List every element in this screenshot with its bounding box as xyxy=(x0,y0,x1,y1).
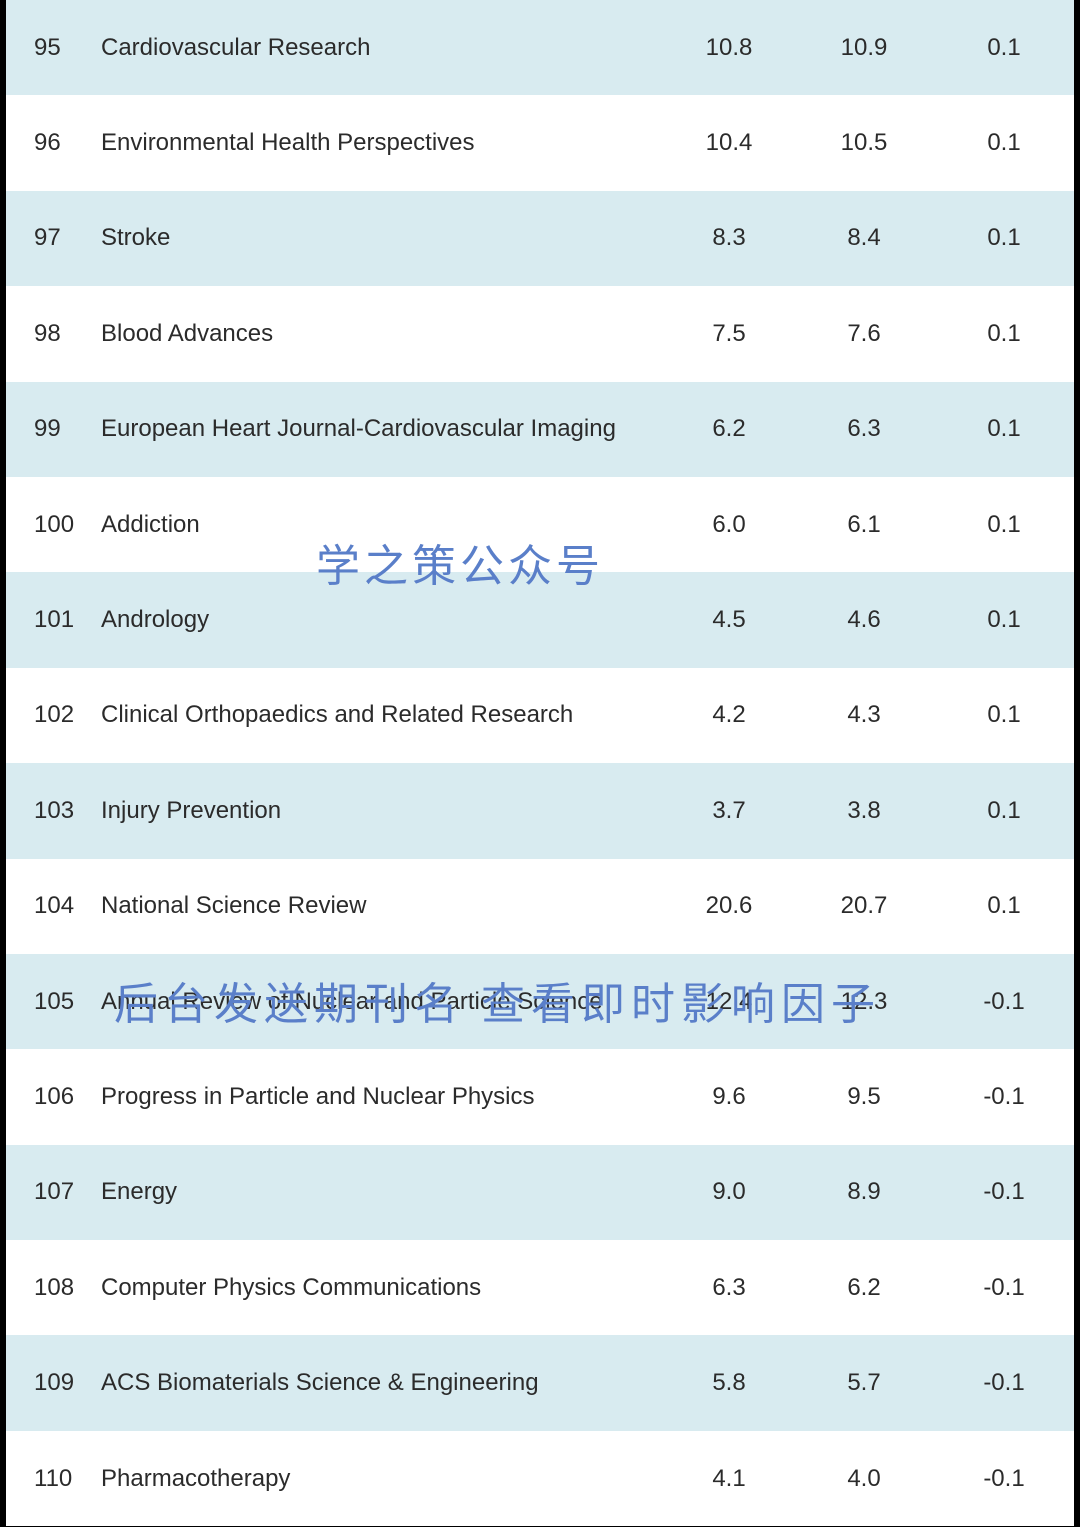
name-cell: Clinical Orthopaedics and Related Resear… xyxy=(101,700,664,730)
rank-cell: 109 xyxy=(6,1369,101,1397)
value3-cell: -0.1 xyxy=(934,1465,1074,1493)
value3-cell: -0.1 xyxy=(934,1274,1074,1302)
name-cell: National Science Review xyxy=(101,891,664,921)
value2-cell: 12.3 xyxy=(794,988,934,1016)
table-row: 98Blood Advances7.57.60.1 xyxy=(6,286,1074,381)
value1-cell: 9.0 xyxy=(664,1178,794,1206)
page: 95Cardiovascular Research10.810.90.196En… xyxy=(6,0,1074,1526)
value1-cell: 4.5 xyxy=(664,606,794,634)
value2-cell: 8.9 xyxy=(794,1178,934,1206)
value1-cell: 5.8 xyxy=(664,1369,794,1397)
table-row: 106Progress in Particle and Nuclear Phys… xyxy=(6,1049,1074,1144)
rank-cell: 100 xyxy=(6,511,101,539)
value2-cell: 3.8 xyxy=(794,797,934,825)
value1-cell: 3.7 xyxy=(664,797,794,825)
table-row: 100Addiction6.06.10.1 xyxy=(6,477,1074,572)
value3-cell: 0.1 xyxy=(934,511,1074,539)
value3-cell: 0.1 xyxy=(934,797,1074,825)
value1-cell: 20.6 xyxy=(664,892,794,920)
value3-cell: 0.1 xyxy=(934,701,1074,729)
name-cell: Environmental Health Perspectives xyxy=(101,128,664,158)
rank-cell: 101 xyxy=(6,606,101,634)
name-cell: Stroke xyxy=(101,223,664,253)
name-cell: European Heart Journal-Cardiovascular Im… xyxy=(101,414,664,444)
table-row: 110Pharmacotherapy4.14.0-0.1 xyxy=(6,1431,1074,1526)
name-cell: Blood Advances xyxy=(101,319,664,349)
table-row: 101Andrology4.54.60.1 xyxy=(6,572,1074,667)
name-cell: Andrology xyxy=(101,605,664,635)
value2-cell: 10.5 xyxy=(794,129,934,157)
name-cell: Progress in Particle and Nuclear Physics xyxy=(101,1082,664,1112)
value1-cell: 6.2 xyxy=(664,415,794,443)
value1-cell: 4.2 xyxy=(664,701,794,729)
rank-cell: 96 xyxy=(6,129,101,157)
value2-cell: 6.1 xyxy=(794,511,934,539)
value3-cell: 0.1 xyxy=(934,606,1074,634)
value2-cell: 9.5 xyxy=(794,1083,934,1111)
table-row: 97Stroke8.38.40.1 xyxy=(6,191,1074,286)
rank-cell: 95 xyxy=(6,34,101,62)
name-cell: Computer Physics Communications xyxy=(101,1273,664,1303)
table-row: 95Cardiovascular Research10.810.90.1 xyxy=(6,0,1074,95)
value1-cell: 4.1 xyxy=(664,1465,794,1493)
value2-cell: 4.6 xyxy=(794,606,934,634)
rank-cell: 98 xyxy=(6,320,101,348)
table-row: 99European Heart Journal-Cardiovascular … xyxy=(6,382,1074,477)
rank-cell: 103 xyxy=(6,797,101,825)
value1-cell: 10.8 xyxy=(664,34,794,62)
rank-cell: 106 xyxy=(6,1083,101,1111)
table-row: 102Clinical Orthopaedics and Related Res… xyxy=(6,668,1074,763)
value2-cell: 4.3 xyxy=(794,701,934,729)
value3-cell: 0.1 xyxy=(934,320,1074,348)
value1-cell: 10.4 xyxy=(664,129,794,157)
value2-cell: 7.6 xyxy=(794,320,934,348)
rank-cell: 99 xyxy=(6,415,101,443)
name-cell: Addiction xyxy=(101,510,664,540)
value3-cell: -0.1 xyxy=(934,1369,1074,1397)
value2-cell: 20.7 xyxy=(794,892,934,920)
value3-cell: 0.1 xyxy=(934,34,1074,62)
name-cell: Energy xyxy=(101,1177,664,1207)
rank-cell: 97 xyxy=(6,224,101,252)
table-row: 103Injury Prevention3.73.80.1 xyxy=(6,763,1074,858)
table-row: 104National Science Review20.620.70.1 xyxy=(6,859,1074,954)
rank-cell: 107 xyxy=(6,1178,101,1206)
name-cell: Annual Review of Nuclear and Particle Sc… xyxy=(101,987,664,1017)
value3-cell: 0.1 xyxy=(934,224,1074,252)
value1-cell: 7.5 xyxy=(664,320,794,348)
table-row: 96Environmental Health Perspectives10.41… xyxy=(6,95,1074,190)
rank-cell: 104 xyxy=(6,892,101,920)
value2-cell: 8.4 xyxy=(794,224,934,252)
value1-cell: 6.0 xyxy=(664,511,794,539)
name-cell: Cardiovascular Research xyxy=(101,33,664,63)
table-row: 105Annual Review of Nuclear and Particle… xyxy=(6,954,1074,1049)
value2-cell: 4.0 xyxy=(794,1465,934,1493)
value2-cell: 10.9 xyxy=(794,34,934,62)
value1-cell: 12.4 xyxy=(664,988,794,1016)
rank-cell: 105 xyxy=(6,988,101,1016)
value2-cell: 5.7 xyxy=(794,1369,934,1397)
value2-cell: 6.3 xyxy=(794,415,934,443)
rank-cell: 110 xyxy=(6,1465,101,1493)
journal-table: 95Cardiovascular Research10.810.90.196En… xyxy=(6,0,1074,1526)
value1-cell: 6.3 xyxy=(664,1274,794,1302)
name-cell: Injury Prevention xyxy=(101,796,664,826)
table-row: 107Energy9.08.9-0.1 xyxy=(6,1145,1074,1240)
table-row: 109ACS Biomaterials Science & Engineerin… xyxy=(6,1335,1074,1430)
value1-cell: 8.3 xyxy=(664,224,794,252)
rank-cell: 108 xyxy=(6,1274,101,1302)
name-cell: ACS Biomaterials Science & Engineering xyxy=(101,1368,664,1398)
name-cell: Pharmacotherapy xyxy=(101,1464,664,1494)
value2-cell: 6.2 xyxy=(794,1274,934,1302)
value1-cell: 9.6 xyxy=(664,1083,794,1111)
value3-cell: 0.1 xyxy=(934,129,1074,157)
value3-cell: -0.1 xyxy=(934,988,1074,1016)
rank-cell: 102 xyxy=(6,701,101,729)
value3-cell: 0.1 xyxy=(934,892,1074,920)
value3-cell: -0.1 xyxy=(934,1178,1074,1206)
value3-cell: 0.1 xyxy=(934,415,1074,443)
table-row: 108Computer Physics Communications6.36.2… xyxy=(6,1240,1074,1335)
value3-cell: -0.1 xyxy=(934,1083,1074,1111)
